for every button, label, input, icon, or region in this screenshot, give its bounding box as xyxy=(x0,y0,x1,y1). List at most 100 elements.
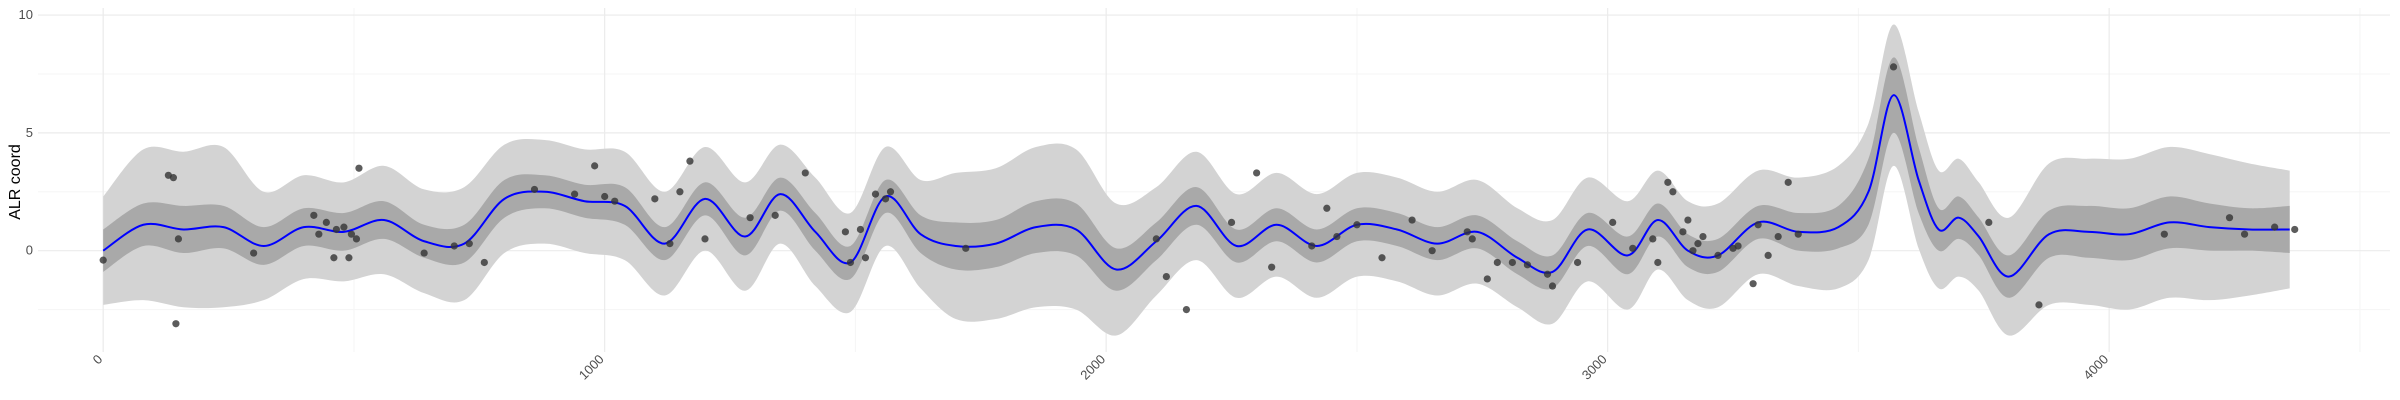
data-point xyxy=(1664,178,1672,186)
data-point xyxy=(2225,214,2234,222)
data-point xyxy=(340,223,348,231)
data-point xyxy=(651,195,659,203)
data-point xyxy=(1152,235,1160,243)
data-point xyxy=(962,244,970,252)
data-point xyxy=(1483,275,1491,283)
data-point xyxy=(174,235,183,243)
data-point xyxy=(1162,273,1170,281)
data-point xyxy=(1629,244,1637,252)
data-point xyxy=(1573,258,1582,267)
x-tick-label: 2000 xyxy=(1077,352,1108,383)
inner-uncertainty-band xyxy=(103,57,2290,298)
mean-line xyxy=(102,94,2290,278)
y-tick-label: 10 xyxy=(19,7,33,22)
data-point xyxy=(1378,254,1386,262)
data-point xyxy=(1182,305,1191,314)
data-point xyxy=(1508,258,1516,267)
data-point xyxy=(591,162,599,170)
data-point xyxy=(601,192,609,201)
data-point xyxy=(771,211,779,219)
data-point xyxy=(871,190,880,198)
y-tick-labels: 0 5 10 xyxy=(19,7,33,258)
data-point xyxy=(330,254,338,262)
y-tick-label: 5 xyxy=(26,125,33,140)
data-point xyxy=(2271,223,2279,231)
data-point xyxy=(1523,261,1532,269)
data-point xyxy=(315,230,323,238)
data-point xyxy=(1684,216,1692,224)
data-point xyxy=(676,188,684,196)
data-point xyxy=(1714,251,1722,259)
data-point xyxy=(701,235,709,243)
x-tick-label: 3000 xyxy=(1579,352,1610,383)
data-point xyxy=(1268,263,1276,271)
data-point xyxy=(1649,235,1657,243)
outer-uncertainty-band xyxy=(103,24,2290,336)
data-point xyxy=(1609,218,1617,227)
data-point xyxy=(169,174,178,182)
data-point xyxy=(1308,242,1316,250)
data-point xyxy=(1253,169,1261,177)
data-point xyxy=(1548,282,1557,290)
data-point xyxy=(2291,225,2299,234)
data-point xyxy=(746,214,754,222)
data-point xyxy=(1323,204,1331,212)
data-point xyxy=(856,225,865,234)
data-point xyxy=(450,242,458,250)
data-point xyxy=(1749,280,1757,288)
mean-line-layer xyxy=(102,94,2290,278)
outer-band-area xyxy=(103,24,2290,336)
x-tick-label: 4000 xyxy=(2080,352,2111,383)
data-point xyxy=(1543,270,1552,278)
data-point xyxy=(1679,228,1687,236)
data-point xyxy=(861,254,870,262)
data-point xyxy=(611,197,619,205)
y-tick-label: 0 xyxy=(26,243,33,258)
data-point xyxy=(1408,216,1416,224)
data-point xyxy=(172,320,180,328)
data-point xyxy=(1428,247,1436,255)
data-point xyxy=(1774,232,1782,241)
data-point xyxy=(99,256,107,264)
data-point xyxy=(480,258,488,267)
data-point xyxy=(1654,258,1662,267)
x-tick-label: 0 xyxy=(90,352,106,368)
x-tick-labels: 0 1000 2000 3000 4000 xyxy=(90,352,2112,383)
data-point xyxy=(841,228,850,236)
data-point xyxy=(310,211,318,219)
data-point xyxy=(1353,221,1361,229)
data-point xyxy=(570,190,579,198)
data-point xyxy=(1734,242,1742,250)
data-point xyxy=(1985,218,1993,227)
data-point xyxy=(1754,221,1762,229)
data-point xyxy=(2240,230,2249,238)
data-point xyxy=(322,218,330,227)
inner-band-area xyxy=(103,57,2290,298)
data-point xyxy=(1333,232,1341,241)
data-point xyxy=(1468,235,1476,243)
data-point xyxy=(686,157,694,165)
data-point xyxy=(2035,301,2043,309)
data-point xyxy=(846,258,855,267)
data-point xyxy=(355,164,363,172)
data-point xyxy=(886,188,895,196)
x-tick-label: 1000 xyxy=(576,352,607,383)
data-point xyxy=(1764,251,1772,259)
data-point xyxy=(250,249,258,257)
data-point xyxy=(1689,247,1697,255)
data-point xyxy=(881,195,890,203)
data-point xyxy=(530,185,539,194)
observations-layer xyxy=(99,63,2299,328)
data-point xyxy=(1463,228,1471,236)
data-point xyxy=(2160,230,2168,238)
data-point xyxy=(465,240,473,248)
data-point xyxy=(1794,230,1802,238)
data-point xyxy=(345,254,353,262)
data-point xyxy=(332,225,340,234)
data-point xyxy=(352,235,361,243)
data-point xyxy=(420,249,428,257)
data-point xyxy=(1694,240,1702,248)
data-point xyxy=(1784,178,1792,186)
